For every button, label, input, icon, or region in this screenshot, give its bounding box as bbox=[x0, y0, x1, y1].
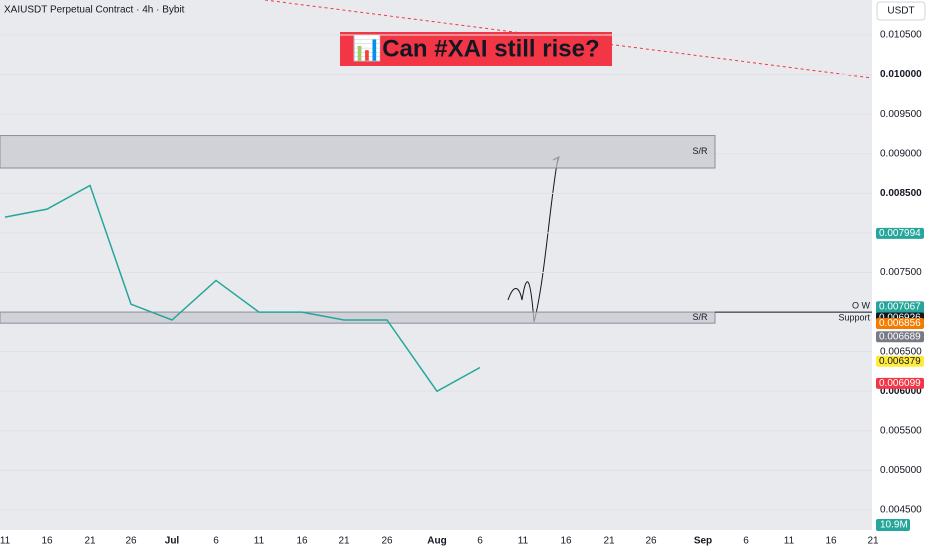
price-tag bbox=[876, 331, 924, 343]
price-line bbox=[4, 184, 481, 393]
x-tick-label: 11 bbox=[784, 536, 795, 547]
x-tick-label: 11 bbox=[518, 536, 529, 547]
y-tick-label: 0.008500 bbox=[880, 188, 922, 199]
x-tick-label: 16 bbox=[560, 536, 572, 547]
price-tag bbox=[876, 377, 924, 389]
annotation: 📊Can #XAI still rise? bbox=[352, 34, 599, 62]
price-tag-label: 0.007994 bbox=[879, 228, 921, 239]
price-tag-label: 0.006099 bbox=[879, 378, 921, 389]
projection bbox=[507, 157, 559, 323]
x-tick-label: 21 bbox=[867, 536, 879, 547]
price-tag bbox=[876, 227, 924, 239]
zone-note: O W bbox=[852, 300, 871, 310]
y-tick-label: 0.005500 bbox=[880, 425, 922, 436]
x-tick-label: 21 bbox=[338, 536, 350, 547]
x-tick-label: 6 bbox=[213, 536, 219, 547]
y-tick-label: 0.004500 bbox=[880, 505, 922, 516]
x-tick-label: 16 bbox=[296, 536, 308, 547]
volume-label: 10.9M bbox=[880, 520, 908, 531]
annotation-box bbox=[340, 32, 612, 66]
y-tick-label: 0.006500 bbox=[880, 346, 922, 357]
x-tick-label: 6 bbox=[477, 536, 483, 547]
chart-title: XAIUSDT Perpetual Contract · 4h · Bybit bbox=[4, 5, 185, 16]
zone-note: Support bbox=[838, 312, 870, 322]
price-axis bbox=[872, 0, 932, 550]
x-tick-label: 26 bbox=[125, 536, 137, 547]
x-tick-label: 11 bbox=[0, 536, 11, 547]
plot-bg bbox=[0, 0, 872, 530]
x-tick-label: Sep bbox=[694, 536, 712, 547]
y-tick-label: 0.009000 bbox=[880, 148, 922, 159]
x-tick-label: 6 bbox=[743, 536, 749, 547]
price-tag-label: 0.006689 bbox=[879, 331, 921, 342]
zone-label: S/R bbox=[692, 146, 708, 156]
currency[interactable]: USDT bbox=[887, 6, 914, 17]
y-tick-label: 0.006000 bbox=[880, 386, 922, 397]
price-tag-label: 0.007067 bbox=[879, 301, 921, 312]
x-tick-label: 21 bbox=[84, 536, 96, 547]
x-tick-label: 26 bbox=[381, 536, 393, 547]
x-tick-label: 16 bbox=[825, 536, 837, 547]
y-tick-label: 0.009500 bbox=[880, 109, 922, 120]
y-tick-label: 0.010500 bbox=[880, 30, 922, 41]
x-tick-label: Aug bbox=[427, 536, 446, 547]
price-tag-label: 0.006856 bbox=[879, 318, 921, 329]
y-tick-label: 0.010000 bbox=[880, 69, 922, 80]
zone bbox=[0, 135, 716, 169]
zone bbox=[0, 311, 716, 324]
x-tick-label: Jul bbox=[165, 536, 180, 547]
price-tag bbox=[876, 317, 924, 329]
volume-tag bbox=[876, 519, 910, 531]
zone-label: S/R bbox=[692, 312, 708, 322]
x-tick-label: 21 bbox=[603, 536, 615, 547]
x-tick-label: 26 bbox=[645, 536, 657, 547]
currency-button[interactable] bbox=[876, 1, 926, 21]
y-tick-label: 0.007500 bbox=[880, 267, 922, 278]
y-tick-label: 0.005000 bbox=[880, 465, 922, 476]
x-tick-label: 11 bbox=[254, 536, 265, 547]
price-tag bbox=[876, 355, 924, 367]
price-tag-label: 0.006379 bbox=[879, 356, 921, 367]
x-tick-label: 16 bbox=[41, 536, 53, 547]
